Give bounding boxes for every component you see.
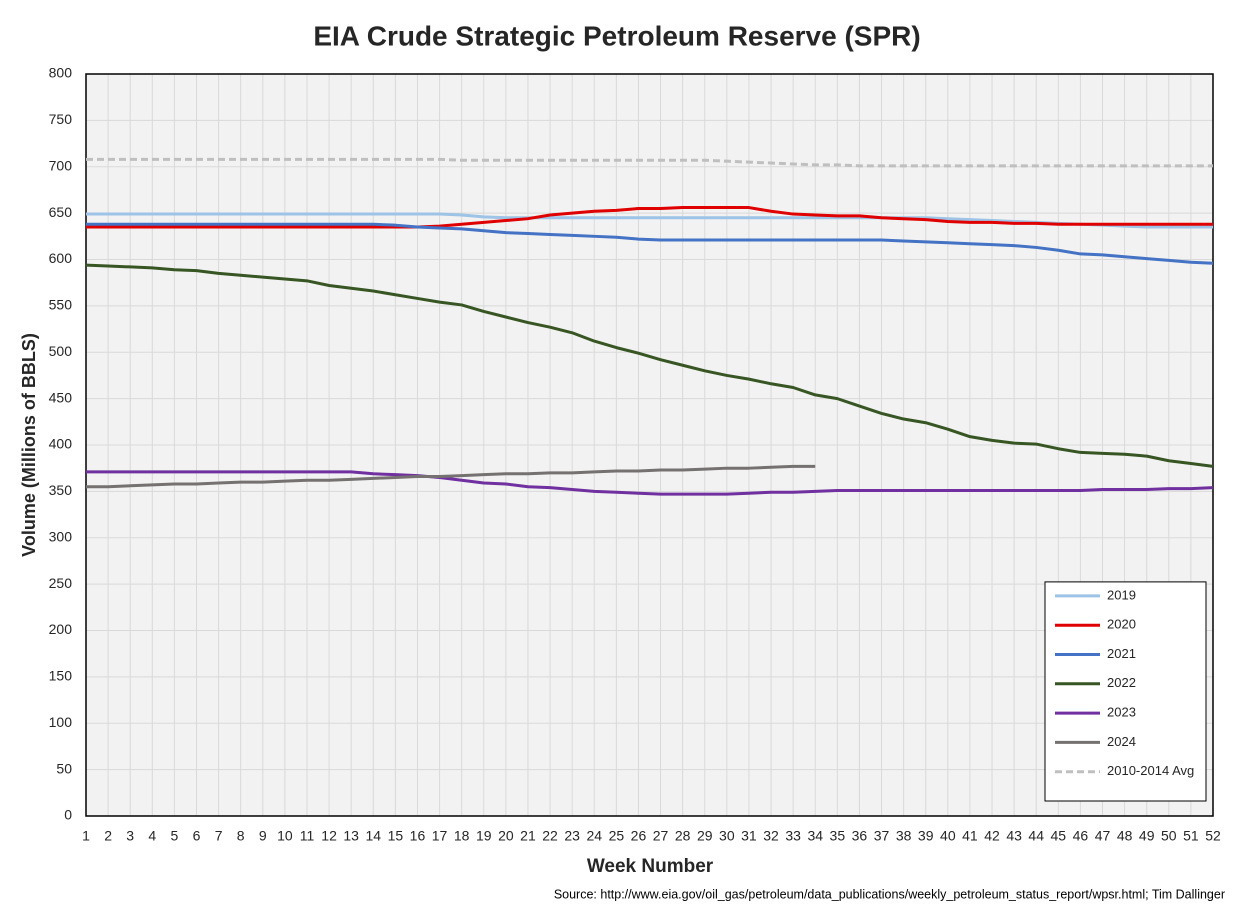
y-tick-label: 550: [49, 297, 73, 313]
series-line: [86, 464, 816, 489]
legend-label: 2024: [1107, 734, 1136, 749]
y-tick-label: 0: [64, 807, 72, 823]
legend-label: 2020: [1107, 617, 1136, 632]
x-tick-label: 6: [193, 828, 201, 844]
x-tick-label: 50: [1161, 828, 1177, 844]
x-tick-label: 5: [170, 828, 178, 844]
x-tick-label: 40: [940, 828, 956, 844]
x-tick-label: 7: [215, 828, 223, 844]
x-tick-label: 4: [148, 828, 156, 844]
x-tick-label: 48: [1117, 828, 1133, 844]
y-axis-label: Volume (Millions of BBLS): [19, 333, 39, 557]
x-tick-label: 28: [675, 828, 691, 844]
plot-border: [85, 73, 1214, 817]
x-tick-label: 20: [498, 828, 514, 844]
legend-label: 2023: [1107, 705, 1136, 720]
x-tick-label: 37: [874, 828, 890, 844]
x-tick-label: 26: [631, 828, 647, 844]
y-tick-label: 800: [49, 65, 73, 81]
y-tick-label: 750: [49, 111, 73, 127]
x-tick-label: 29: [697, 828, 713, 844]
y-tick-label: 250: [49, 575, 73, 591]
x-tick-label: 27: [653, 828, 669, 844]
x-tick-label: 3: [126, 828, 134, 844]
x-tick-label: 18: [454, 828, 470, 844]
y-tick-label: 100: [49, 714, 73, 730]
legend-label: 2019: [1107, 587, 1136, 602]
y-tick-label: 450: [49, 389, 73, 405]
x-tick-label: 49: [1139, 828, 1155, 844]
x-tick-label: 42: [984, 828, 1000, 844]
x-axis-label: Week Number: [587, 856, 714, 877]
x-tick-label: 22: [542, 828, 558, 844]
series-line: [86, 222, 1214, 265]
y-tick-label: 700: [49, 157, 73, 173]
y-tick-label: 650: [49, 204, 73, 220]
x-tick-label: 14: [365, 828, 381, 844]
x-tick-label: 16: [410, 828, 426, 844]
x-tick-label: 30: [719, 828, 735, 844]
x-tick-label: 11: [300, 828, 315, 844]
x-tick-label: 52: [1205, 828, 1221, 844]
x-tick-label: 13: [343, 828, 359, 844]
x-tick-label: 1: [82, 828, 90, 844]
x-tick-label: 34: [807, 828, 823, 844]
x-tick-label: 21: [520, 828, 536, 844]
source-note: Source: http://www.eia.gov/oil_gas/petro…: [554, 887, 1225, 901]
series-line: [86, 206, 1213, 229]
x-tick-label: 33: [785, 828, 801, 844]
y-tick-label: 50: [56, 760, 72, 776]
x-tick-label: 35: [830, 828, 846, 844]
y-tick-label: 500: [49, 343, 73, 359]
legend-label: 2022: [1107, 675, 1136, 690]
x-tick-label: 41: [962, 828, 978, 844]
x-tick-label: 38: [896, 828, 912, 844]
x-tick-label: 31: [741, 828, 757, 844]
x-tick-label: 47: [1095, 828, 1111, 844]
legend-label: 2010-2014 Avg: [1107, 763, 1194, 778]
y-tick-label: 150: [49, 668, 73, 684]
x-tick-label: 23: [564, 828, 580, 844]
x-tick-label: 19: [476, 828, 492, 844]
x-tick-label: 32: [763, 828, 779, 844]
chart-title: EIA Crude Strategic Petroleum Reserve (S…: [313, 20, 920, 51]
y-tick-label: 600: [49, 250, 73, 266]
x-tick-label: 15: [388, 828, 404, 844]
x-tick-label: 51: [1183, 828, 1199, 844]
x-tick-label: 45: [1051, 828, 1067, 844]
series-line: [86, 157, 1213, 168]
x-tick-label: 2: [104, 828, 112, 844]
y-tick-label: 400: [49, 436, 73, 452]
x-tick-label: 12: [321, 828, 337, 844]
x-tick-label: 17: [432, 828, 448, 844]
series-line: [86, 470, 1214, 496]
x-tick-label: 43: [1006, 828, 1022, 844]
legend-label: 2021: [1107, 646, 1136, 661]
x-tick-label: 24: [586, 828, 602, 844]
x-tick-label: 39: [918, 828, 934, 844]
y-tick-label: 200: [49, 621, 73, 637]
x-tick-label: 8: [237, 828, 245, 844]
legend-box: [1044, 581, 1207, 802]
x-tick-label: 10: [277, 828, 293, 844]
x-tick-label: 9: [259, 828, 267, 844]
x-tick-label: 46: [1073, 828, 1089, 844]
y-tick-label: 350: [49, 482, 73, 498]
x-tick-label: 25: [609, 828, 625, 844]
y-tick-label: 300: [49, 528, 73, 544]
series-line: [85, 263, 1214, 468]
x-tick-label: 44: [1028, 828, 1044, 844]
x-tick-label: 36: [852, 828, 868, 844]
